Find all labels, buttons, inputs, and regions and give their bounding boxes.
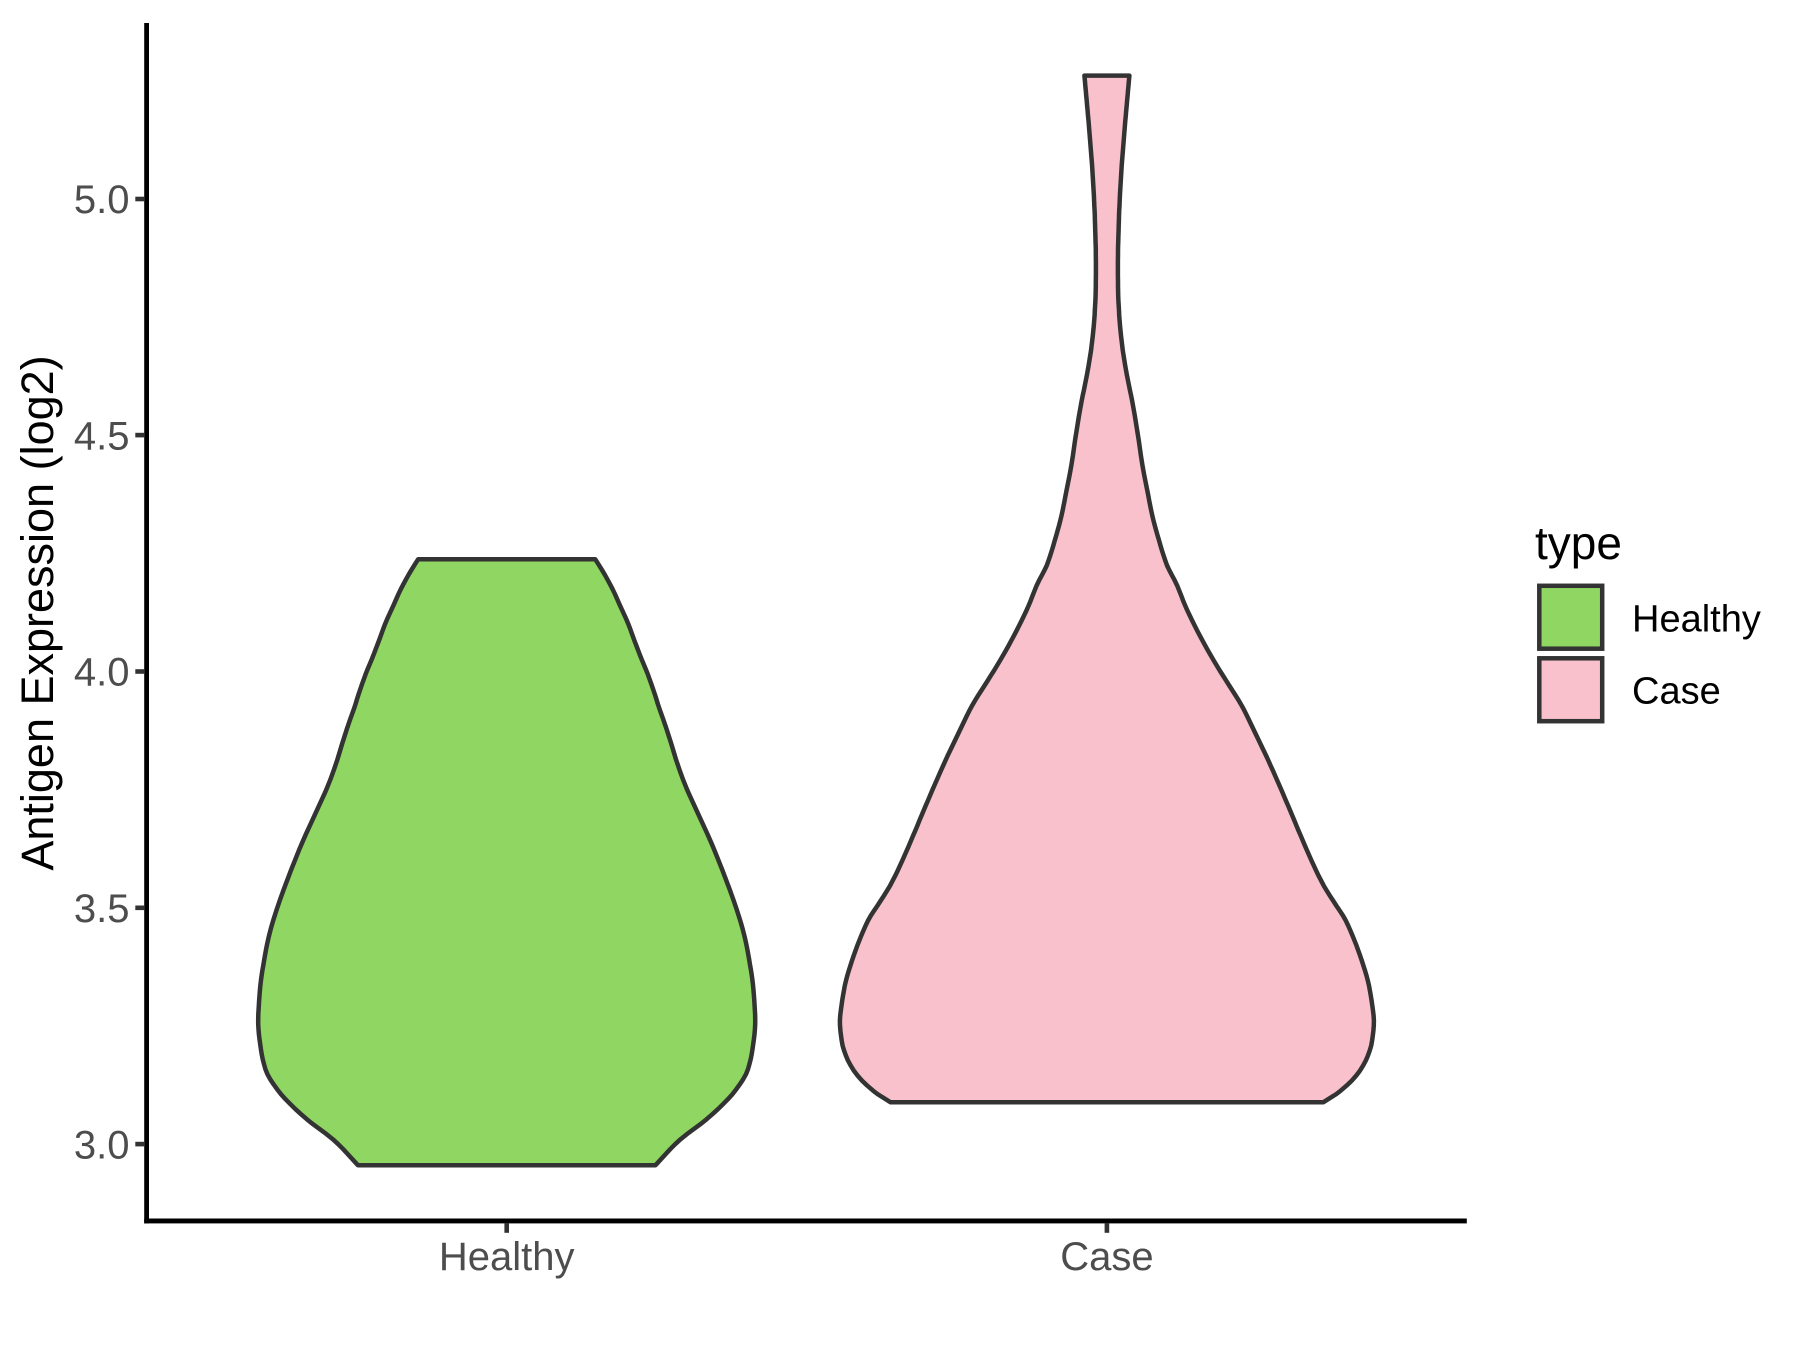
svg-text:3.0: 3.0 bbox=[74, 1123, 130, 1167]
svg-text:3.5: 3.5 bbox=[74, 887, 130, 931]
svg-text:Antigen Expression (log2): Antigen Expression (log2) bbox=[12, 355, 63, 870]
svg-text:5.0: 5.0 bbox=[74, 178, 130, 222]
svg-text:type: type bbox=[1535, 517, 1622, 569]
svg-text:4.0: 4.0 bbox=[74, 651, 130, 695]
svg-text:Case: Case bbox=[1632, 671, 1721, 713]
svg-text:Healthy: Healthy bbox=[439, 1235, 575, 1279]
svg-text:Healthy: Healthy bbox=[1632, 599, 1761, 641]
svg-text:Case: Case bbox=[1060, 1235, 1153, 1279]
svg-text:4.5: 4.5 bbox=[74, 414, 130, 458]
